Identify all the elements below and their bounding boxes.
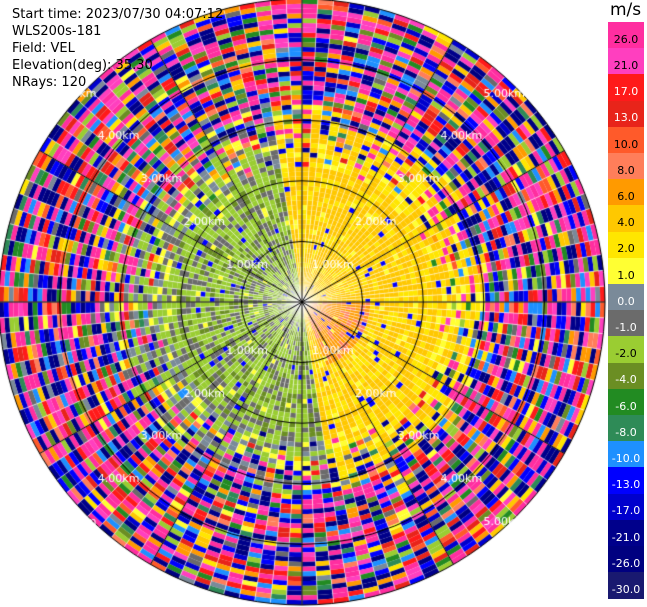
colorbar-segment	[608, 467, 644, 495]
colorbar-segment	[608, 74, 644, 102]
colorbar-segment	[608, 572, 644, 599]
colorbar-tick-label: -1.0	[615, 320, 637, 334]
colorbar-segment	[608, 388, 644, 416]
colorbar-segment	[608, 205, 644, 233]
colorbar-tick-label: 21.0	[613, 58, 639, 72]
colorbar-tick-label: 17.0	[613, 85, 639, 99]
colorbar-segment	[608, 48, 644, 75]
colorbar-tick-label: -4.0	[615, 373, 637, 387]
colorbar-segment	[608, 22, 644, 49]
colorbar-segment	[608, 441, 644, 468]
colorbar-tick-label: -26.0	[611, 556, 641, 570]
colorbar-segment	[608, 257, 644, 285]
colorbar-tick-label: -30.0	[611, 582, 641, 596]
colorbar-tick-label: 10.0	[613, 137, 639, 151]
colorbar-tick-label: -6.0	[615, 399, 637, 413]
colorbar-segment	[608, 546, 644, 573]
colorbar-tick-label: 0.0	[617, 294, 635, 308]
colorbar-segment	[608, 231, 644, 259]
colorbar-tick-label: -2.0	[615, 347, 637, 361]
colorbar-segment	[608, 519, 644, 547]
colorbar-tick-label: -21.0	[611, 530, 641, 544]
colorbar-tick-label: 6.0	[617, 189, 635, 203]
colorbar-segment	[608, 493, 644, 521]
colorbar-segment	[608, 153, 644, 180]
colorbar-tick-label: 4.0	[617, 216, 635, 230]
colorbar-segment	[608, 126, 644, 154]
colorbar-tick-label: -10.0	[611, 451, 641, 465]
start-time-label: Start time: 2023/07/30 04:07:12	[12, 7, 224, 22]
colorbar-segment	[608, 336, 644, 364]
colorbar-tick-label: -13.0	[611, 478, 641, 492]
colorbar-segment	[608, 179, 644, 206]
instrument-label: WLS200s-181	[12, 24, 102, 39]
colorbar-segment	[608, 415, 644, 442]
colorbar-segment	[608, 100, 644, 128]
colorbar-tick-label: -8.0	[615, 425, 637, 439]
colorbar-tick-label: 26.0	[613, 32, 639, 46]
field-label: Field: VEL	[12, 41, 75, 56]
elevation-label: Elevation(deg): 35.30	[12, 58, 153, 73]
colorbar-tick-label: -17.0	[611, 504, 641, 518]
colorbar-tick-label: 1.0	[617, 268, 635, 282]
nrays-label: NRays: 120	[12, 75, 87, 90]
colorbar-segment	[608, 310, 644, 337]
colorbar-tick-label: 8.0	[617, 163, 635, 177]
colorbar-unit-label: m/s	[610, 0, 642, 20]
colorbar-segment	[608, 362, 644, 390]
colorbar: 26.0 21.0 17.0 13.0 10.0 8.0 6.0 4.0 2.0 1.0 0.0 -1…	[608, 22, 644, 599]
colorbar-segment	[608, 284, 644, 311]
colorbar-tick-label: 13.0	[613, 111, 639, 125]
colorbar-tick-label: 2.0	[617, 242, 635, 256]
